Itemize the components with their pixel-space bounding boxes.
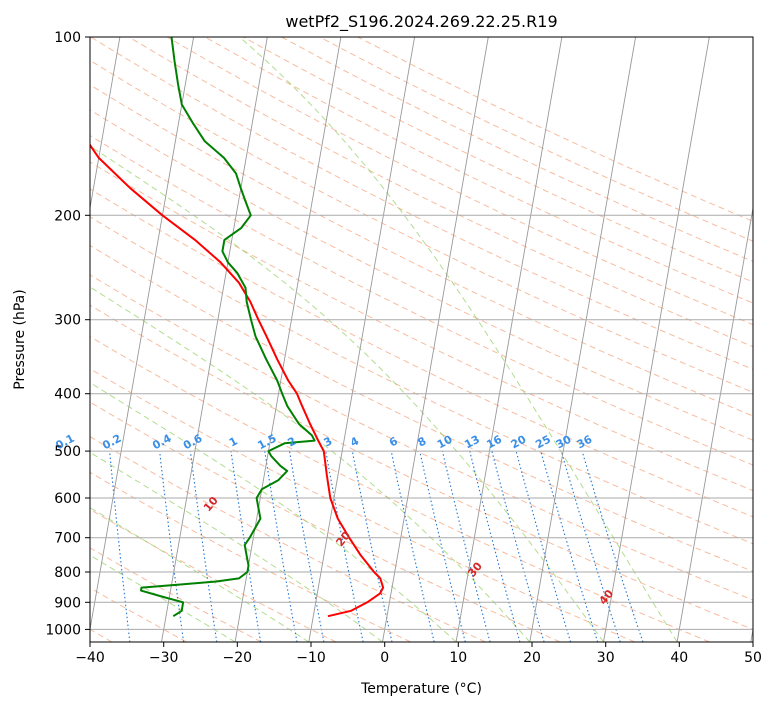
y-tick-label: 300 xyxy=(54,313,81,329)
isotherm-line xyxy=(529,37,637,642)
dewpoint-profile-line xyxy=(140,37,316,618)
x-tick-label: −20 xyxy=(223,650,253,666)
moist-adiabat-line xyxy=(90,145,604,642)
x-tick-label: 20 xyxy=(523,650,541,666)
mixing-ratio-label: 25 xyxy=(533,433,553,452)
mixing-ratio-label: 10 xyxy=(435,433,455,452)
dry-adiabat-line xyxy=(204,37,753,304)
mixing-ratio-line xyxy=(469,450,521,642)
moist-adiabat-line xyxy=(239,37,678,642)
chart-title: wetPf2_S196.2024.269.22.25.R19 xyxy=(285,12,557,32)
mixing-ratio-line xyxy=(540,450,599,642)
x-tick-label: 10 xyxy=(449,650,467,666)
mixing-ratio-label: 36 xyxy=(575,433,595,452)
dry-adiabat-line xyxy=(90,134,753,466)
isotherm-line xyxy=(603,37,710,642)
x-tick-label: 40 xyxy=(670,650,688,666)
dry-adiabat-line xyxy=(90,37,753,370)
axis-ticks: −40 −30 −20 −10 0 10 20 30 40 50 1000 900 800 700 600 5… xyxy=(45,30,762,666)
y-tick-label: 400 xyxy=(54,387,81,403)
mixing-ratio-line xyxy=(230,451,262,642)
moist-adiabat-line xyxy=(90,554,236,642)
mixing-ratio-line xyxy=(515,450,572,642)
dry-adiabat-line xyxy=(90,188,753,518)
dry-adiabat-line xyxy=(90,368,636,642)
dry-adiabat-line xyxy=(90,161,753,492)
mixing-ratio-label: 13 xyxy=(462,433,482,452)
dry-adiabat-line xyxy=(166,37,753,326)
mixing-ratio-label: 30 xyxy=(554,433,574,452)
x-axis-title: Temperature (°C) xyxy=(360,681,482,697)
y-tick-label: 900 xyxy=(54,595,81,611)
x-tick-label: −10 xyxy=(296,650,326,666)
mixing-ratio-line xyxy=(491,450,545,642)
dry-adiabat-line xyxy=(90,304,753,630)
isotherm-line xyxy=(234,37,342,642)
mixing-ratio-line xyxy=(159,451,185,642)
isotherm-line xyxy=(455,37,563,642)
mixing-ratio-line xyxy=(419,450,466,642)
mixing-ratio-line xyxy=(325,450,364,642)
mixing-ratio-line xyxy=(581,450,644,642)
mixing-ratio-line xyxy=(189,451,218,642)
y-tick-label: 600 xyxy=(54,491,81,507)
dry-adiabat-line xyxy=(90,59,753,393)
temperature-profile-line xyxy=(90,143,385,618)
y-tick-label: 800 xyxy=(54,565,81,581)
grid-lines xyxy=(90,37,753,642)
y-tick-label: 1000 xyxy=(45,622,81,638)
x-tick-label: −40 xyxy=(75,650,105,666)
isotherm-line xyxy=(90,37,121,211)
moist-adiabat-line xyxy=(90,382,457,642)
x-tick-label: 30 xyxy=(597,650,615,666)
y-tick-label: 100 xyxy=(54,30,81,46)
isotherm-line xyxy=(308,37,416,642)
dry-adiabat-line xyxy=(90,401,561,642)
x-tick-label: 0 xyxy=(380,650,389,666)
moist-adiabat-line xyxy=(90,451,383,642)
y-axis-title: Pressure (hPa) xyxy=(12,289,28,389)
mixing-ratio-line xyxy=(560,450,621,642)
y-tick-label: 500 xyxy=(54,444,81,460)
mixing-ratio-label: 20 xyxy=(509,433,529,452)
mixing-ratio-line xyxy=(390,450,435,642)
x-tick-label: 50 xyxy=(744,650,762,666)
isotherm-line xyxy=(90,37,195,633)
dry-adiabat-line xyxy=(90,508,337,642)
isotherm-line xyxy=(676,205,753,642)
y-tick-label: 700 xyxy=(54,531,81,547)
isotherm-line xyxy=(382,37,489,642)
plot-frame xyxy=(89,36,754,643)
dry-adiabat-line xyxy=(90,216,753,545)
profile-lines xyxy=(90,37,385,618)
dry-adiabat-line xyxy=(90,436,486,642)
y-tick-label: 200 xyxy=(54,208,81,224)
isotherm-line xyxy=(161,37,268,642)
mixing-ratio-label: 16 xyxy=(484,433,504,452)
x-tick-label: −30 xyxy=(149,650,179,666)
